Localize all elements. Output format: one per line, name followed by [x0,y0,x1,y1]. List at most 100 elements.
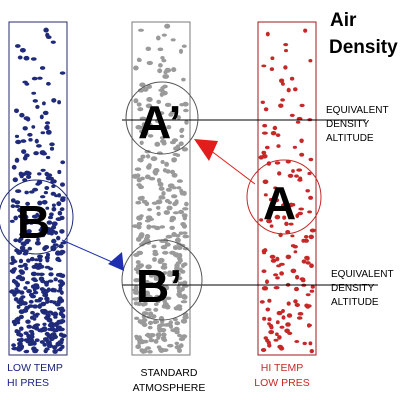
air-particle [160,86,165,90]
air-particle [41,151,47,156]
air-particle [164,67,172,73]
air-particle [279,262,285,266]
air-particle [45,155,51,160]
air-particle [259,300,265,304]
air-particle [294,303,300,307]
air-particle [283,65,288,70]
air-particle [268,330,275,335]
air-particle [294,286,299,292]
air-particle [308,157,314,162]
air-particle [24,153,30,158]
air-particle [293,299,298,304]
air-particle [51,184,56,188]
air-particle [156,335,161,340]
air-particle [161,332,167,338]
air-particle [51,203,56,207]
air-particle [44,347,50,351]
air-particle [154,225,161,231]
air-particle [59,71,66,75]
air-particle [31,76,38,81]
air-particle [29,341,35,346]
air-particle [59,229,65,234]
air-particle [45,297,50,302]
air-particle [58,286,63,291]
air-particle [161,141,167,146]
air-particle [284,49,288,53]
air-particle [157,181,164,187]
air-particle [11,259,18,264]
air-particle [29,315,35,320]
air-particle [261,150,267,155]
air-particle [40,195,46,199]
air-particle [181,147,189,152]
air-particle [180,222,186,227]
air-particle [139,140,144,145]
air-particle [23,55,30,61]
air-particle [174,272,181,277]
air-particle [17,214,24,219]
air-particle [18,258,24,264]
air-particle [147,350,153,354]
air-particle [28,138,33,142]
air-particle [159,225,166,229]
air-particle [275,276,280,280]
air-particle [146,224,152,230]
air-particle [9,269,16,274]
air-particle [21,220,26,224]
air-particle [14,44,21,48]
air-particle [301,238,306,243]
air-particle [50,178,55,184]
air-particle [306,304,312,308]
air-particle [155,205,161,210]
air-particle [167,343,174,348]
air-particle [24,305,31,310]
air-particle [145,346,152,350]
air-particle [136,215,143,221]
air-particle [44,121,51,125]
cold-column-dots [9,27,67,354]
air-particle [14,134,20,138]
air-particle [44,171,50,177]
a-marker-circle [246,159,322,235]
hot-column-caption: HI TEMP LOW PRES [242,361,322,391]
air-particle [263,107,269,112]
air-particle [24,82,30,86]
air-particle [44,282,49,287]
b-marker-letter: B [17,196,50,248]
air-particle [178,209,185,215]
air-particle [45,340,52,345]
air-particle [38,272,45,276]
air-particle [40,214,46,219]
air-particle [161,58,167,63]
air-particle [60,298,65,303]
air-particle [294,340,300,343]
air-particle [32,279,39,283]
air-particle [165,234,173,239]
air-particle [279,78,285,84]
air-particle [157,258,164,264]
a-prime-marker-letter: A’ [138,96,181,148]
air-particle [57,169,62,175]
air-particle [138,28,144,32]
air-particle [162,298,167,304]
air-particle [25,320,30,324]
air-particle [46,344,54,348]
air-particle [170,169,175,175]
air-particle [35,299,42,303]
air-particle [300,278,306,283]
air-particle [184,119,189,125]
air-particle [26,289,32,294]
air-particle [153,339,159,344]
air-particle [60,333,67,338]
air-particle [304,235,309,239]
air-particle [14,200,21,205]
air-particle [140,302,146,307]
air-particle [151,244,157,249]
air-particle [157,68,163,74]
air-particle [171,138,179,143]
air-particle [148,273,155,278]
air-particle [265,307,271,312]
air-particle [35,104,40,109]
air-particle [173,326,180,332]
air-particle [26,324,32,329]
